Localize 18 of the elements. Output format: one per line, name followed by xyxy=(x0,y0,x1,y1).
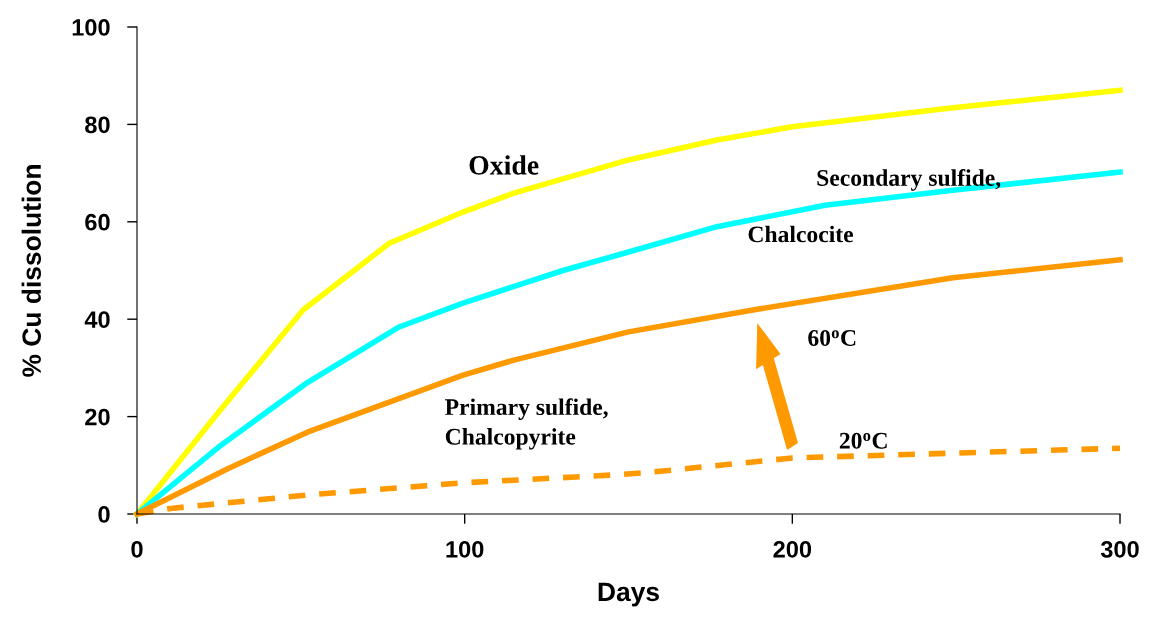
annotation: Primary sulfide, Chalcopyrite xyxy=(445,398,608,450)
y-tick-label: 100 xyxy=(72,19,110,36)
x-tick-label: 300 xyxy=(1100,541,1139,558)
y-tick-label: 60 xyxy=(85,213,110,231)
y-tick-label: 0 xyxy=(98,506,110,523)
annotation: Secondary sulfide, xyxy=(817,169,1001,191)
x-tick-label: 0 xyxy=(131,541,143,558)
annotation: 60$^{o}$C xyxy=(808,330,856,346)
y-tick-label: 20 xyxy=(85,408,110,426)
y-tick-label: 80 xyxy=(85,116,110,134)
x-axis-title: Days xyxy=(598,582,659,607)
y-axis-title: % Cu dissolution xyxy=(21,165,42,377)
annotation: Chalcocite xyxy=(748,225,854,243)
annotation: 20$^{o}$C xyxy=(839,432,887,449)
x-tick-label: 200 xyxy=(773,541,812,558)
annotation: Oxide xyxy=(469,155,539,175)
y-tick-label: 40 xyxy=(84,311,110,328)
x-tick-label: 100 xyxy=(446,541,484,558)
